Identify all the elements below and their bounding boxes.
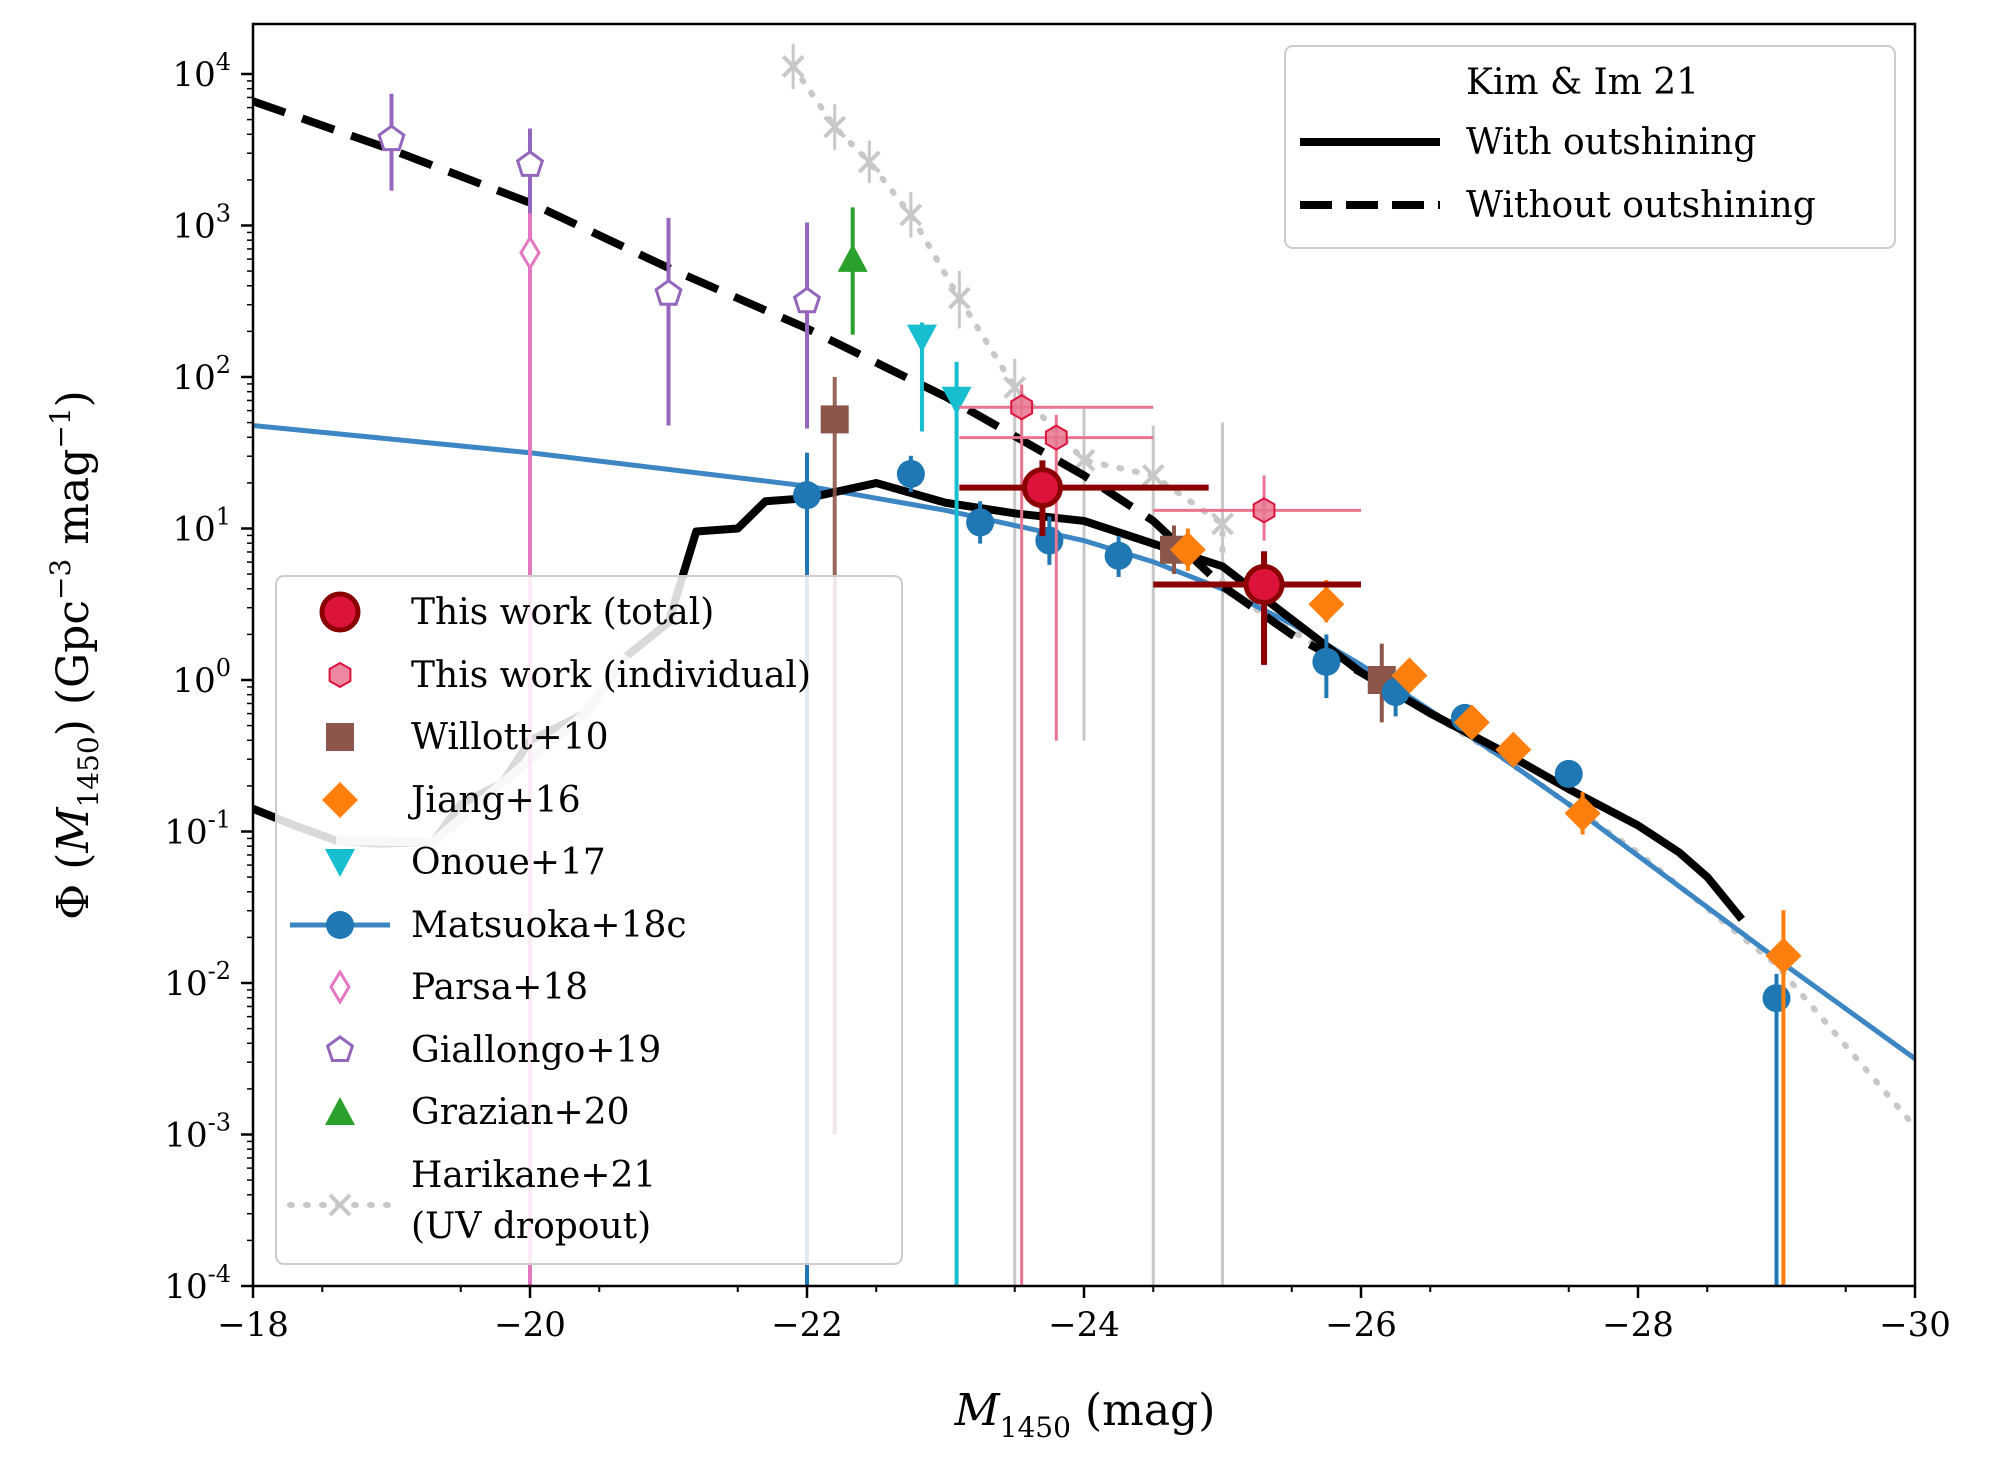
giallongo-point bbox=[515, 150, 545, 177]
legend-with-label: With outshining bbox=[1466, 122, 1756, 163]
legend-label-harikane: Harikane+21 bbox=[411, 1155, 656, 1196]
legend-marker-onoue bbox=[325, 849, 355, 877]
matsuoka-point bbox=[966, 508, 995, 537]
harikane-point bbox=[899, 203, 923, 227]
legend-label-total: This work (total) bbox=[411, 592, 714, 633]
harikane-point bbox=[1211, 512, 1234, 536]
individual-point bbox=[1044, 424, 1068, 451]
y-tick-label: 104 bbox=[172, 48, 231, 95]
legend-top-title: Kim & Im 21 bbox=[1466, 62, 1699, 103]
harikane-point bbox=[947, 286, 971, 310]
x-tick-label: −18 bbox=[217, 1305, 289, 1345]
legend-label-onoue: Onoue+17 bbox=[411, 842, 606, 883]
harikane-point bbox=[857, 150, 881, 174]
jiang-point bbox=[1564, 795, 1601, 832]
total-point bbox=[1021, 467, 1063, 509]
onoue-point bbox=[906, 324, 937, 353]
harikane-point bbox=[781, 55, 805, 78]
legend-marker-matsuoka bbox=[326, 911, 354, 939]
legend-top-frame bbox=[1284, 45, 1896, 249]
willott-point bbox=[820, 405, 849, 434]
individual-point bbox=[1252, 497, 1276, 524]
legend-marker-jiang bbox=[322, 782, 358, 818]
onoue-point bbox=[941, 386, 972, 415]
matsuoka-point bbox=[1104, 541, 1133, 570]
x-tick-label: −24 bbox=[1048, 1305, 1120, 1345]
matsuoka-point bbox=[1554, 759, 1583, 788]
legend-label-matsuoka: Matsuoka+18c bbox=[411, 905, 687, 946]
legend-without-label: Without outshining bbox=[1466, 185, 1816, 226]
harikane-point bbox=[1072, 448, 1096, 472]
giallongo-point bbox=[377, 124, 406, 152]
legend-marker-willott bbox=[326, 723, 354, 751]
y-tick-label: 10-2 bbox=[164, 957, 231, 1004]
x-tick-label: −26 bbox=[1325, 1305, 1397, 1345]
legend-marker-giallongo bbox=[325, 1035, 355, 1063]
kim-im-without-outshining-line bbox=[253, 97, 1363, 676]
jiang-point bbox=[1169, 531, 1206, 568]
jiang-point bbox=[1453, 704, 1490, 741]
y-tick-label: 100 bbox=[172, 654, 231, 701]
x-tick-label: −22 bbox=[771, 1305, 843, 1345]
matsuoka-point bbox=[793, 481, 821, 510]
parsa-point bbox=[519, 234, 541, 271]
legend-markers bbox=[287, 591, 393, 1217]
x-tick-label: −20 bbox=[494, 1305, 566, 1345]
matsuoka-point bbox=[1312, 647, 1341, 676]
jiang-point bbox=[1495, 731, 1532, 768]
jiang-point bbox=[1308, 586, 1345, 623]
y-tick-label: 102 bbox=[172, 351, 231, 398]
legend-marker-individual bbox=[328, 661, 352, 689]
matsuoka-fit-line bbox=[253, 422, 1915, 1061]
legend-label-giallongo: Giallongo+19 bbox=[411, 1030, 661, 1071]
y-tick-label: 10-1 bbox=[164, 805, 231, 852]
y-axis-label: Φ (M1450) (Gpc−3 mag−1) bbox=[44, 390, 105, 920]
x-tick-label: −28 bbox=[1602, 1305, 1674, 1345]
legend-datasets: This work (total) This work (individual)… bbox=[275, 575, 903, 1265]
legend-label-jiang: Jiang+16 bbox=[407, 780, 581, 821]
legend-label-grazian: Grazian+20 bbox=[411, 1092, 630, 1133]
matsuoka-point bbox=[1762, 984, 1791, 1013]
legend-label-individual: This work (individual) bbox=[411, 655, 811, 696]
legend-main-frame bbox=[275, 575, 903, 1265]
matsuoka-point bbox=[896, 459, 925, 488]
individual-point bbox=[1010, 394, 1034, 421]
legend-label-willott: Willott+10 bbox=[411, 717, 609, 758]
giallongo-point bbox=[654, 278, 683, 306]
legend-label-parsa: Parsa+18 bbox=[411, 967, 588, 1008]
legend-marker-parsa bbox=[329, 969, 351, 1005]
grazian-point bbox=[837, 243, 868, 272]
legend-kim-im: Kim & Im 21 With outshining Without outs… bbox=[1284, 45, 1896, 249]
harikane-point bbox=[1141, 464, 1165, 487]
y-tick-label: 103 bbox=[172, 199, 231, 246]
axis-ticks: −18 −20 −22 −24 −26 −28 −30 10-4 10-3 10-2 10-1 100… bbox=[164, 48, 1951, 1345]
giallongo-point bbox=[792, 286, 822, 314]
x-tick-label: −30 bbox=[1879, 1305, 1951, 1345]
y-tick-label: 101 bbox=[172, 502, 231, 549]
legend-marker-total bbox=[319, 591, 361, 633]
x-axis-label: M1450 (mag) bbox=[954, 1385, 1216, 1444]
legend-label-harikane-2: (UV dropout) bbox=[411, 1206, 651, 1247]
total-point bbox=[1243, 564, 1285, 606]
harikane-point bbox=[823, 115, 847, 139]
jiang-point bbox=[1765, 937, 1802, 974]
y-tick-label: 10-4 bbox=[164, 1260, 231, 1307]
legend-marker-grazian bbox=[325, 1097, 355, 1125]
jiang-point bbox=[1391, 657, 1428, 694]
y-tick-label: 10-3 bbox=[164, 1108, 231, 1155]
legend-marker-harikane bbox=[328, 1193, 352, 1217]
